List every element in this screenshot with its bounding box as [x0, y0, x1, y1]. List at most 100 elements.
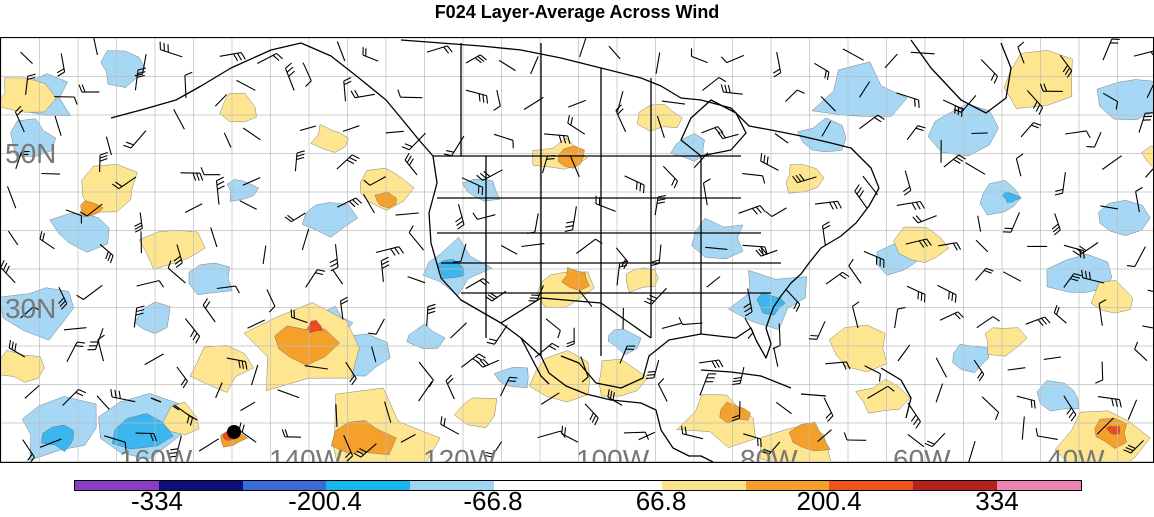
wind-barb	[978, 216, 981, 232]
wind-barb	[381, 257, 389, 282]
wind-barb	[855, 185, 867, 209]
positive-anomaly-area	[1004, 50, 1072, 108]
positive-anomaly-area	[190, 345, 254, 392]
wind-barb	[616, 105, 626, 132]
wind-barb	[815, 201, 841, 209]
wind-barb	[1052, 213, 1060, 235]
wind-barb	[199, 439, 219, 451]
map-panel: 50N 30N 160W 140W 120W 100W 80W 60W 40W	[0, 37, 1154, 463]
wind-barb	[240, 201, 257, 210]
wind-barb	[501, 246, 517, 255]
wind-barb	[201, 167, 220, 174]
wind-barb	[368, 319, 384, 334]
wind-barb	[625, 176, 645, 193]
wind-barb	[944, 155, 966, 167]
wind-barb	[562, 426, 578, 442]
positive-anomaly-area	[599, 359, 648, 396]
wind-barb	[40, 231, 55, 249]
wind-barb	[450, 323, 466, 338]
wind-barb	[860, 115, 885, 129]
wind-barb	[903, 171, 911, 196]
wind-barb	[786, 90, 805, 102]
wind-barb	[844, 432, 866, 440]
negative-anomaly-area	[101, 51, 145, 88]
wind-barb	[843, 49, 864, 60]
wind-barb	[1148, 290, 1153, 302]
wind-barb	[1065, 131, 1090, 138]
colorbar	[74, 480, 1082, 491]
wind-barb	[531, 56, 539, 74]
wind-barb	[679, 317, 702, 324]
wind-barb	[702, 127, 724, 134]
wind-barb	[732, 367, 744, 384]
wind-barb	[721, 84, 742, 94]
wind-barb	[1003, 212, 1020, 232]
wind-barb	[662, 101, 685, 104]
wind-barb	[823, 222, 831, 246]
wind-barb	[897, 202, 925, 210]
wind-barb	[337, 42, 345, 62]
wind-barb	[565, 206, 577, 231]
lon-label-80w: 80W	[740, 444, 798, 463]
wind-barb	[466, 55, 487, 63]
negative-anomaly-area	[1037, 381, 1079, 412]
wind-barb	[940, 312, 964, 320]
wind-barb	[55, 116, 61, 136]
wind-barb	[203, 299, 215, 323]
wind-barb	[408, 277, 425, 283]
wind-barb	[908, 403, 921, 428]
wind-barb	[761, 153, 779, 170]
wind-barb	[93, 38, 101, 55]
wind-barb	[1003, 272, 1021, 282]
negative-anomaly-area	[302, 203, 358, 238]
wind-barb	[1022, 416, 1024, 439]
wind-barb	[25, 385, 40, 398]
colorbar-tick-334: 334	[975, 486, 1018, 517]
wind-barb	[427, 46, 452, 53]
wind-barb	[57, 53, 65, 76]
wind-barb	[185, 72, 192, 98]
lat-label-30n: 30N	[5, 293, 56, 325]
wind-barb	[446, 375, 454, 399]
wind-barb	[376, 247, 404, 256]
wind-barb	[398, 90, 423, 98]
wind-barb	[145, 354, 164, 365]
wind-barb	[1, 260, 15, 282]
lon-label-160w: 160W	[119, 444, 192, 463]
wind-barb	[1135, 342, 1147, 361]
wind-barb	[1102, 156, 1121, 170]
wind-barb	[237, 80, 256, 90]
wind-barb	[981, 60, 997, 84]
wind-barb	[1036, 428, 1058, 439]
wind-barb	[97, 396, 109, 410]
wind-barb	[282, 429, 301, 437]
lat-label-50n: 50N	[5, 138, 56, 170]
wind-barb	[441, 416, 459, 434]
negative-anomaly-area	[407, 324, 446, 349]
wind-barb	[1055, 172, 1066, 195]
storm-marker	[227, 425, 241, 439]
wind-barb	[707, 277, 720, 288]
wind-barb	[699, 360, 723, 368]
wind-barb	[1134, 51, 1153, 59]
wind-barb	[1128, 400, 1136, 420]
wind-barb	[968, 441, 975, 462]
wind-barb	[243, 128, 260, 140]
wind-barb	[402, 133, 426, 150]
positive-anomaly-area	[985, 328, 1027, 357]
wind-barb	[895, 308, 906, 329]
wind-barb	[742, 174, 764, 184]
wind-barb	[775, 134, 788, 144]
wind-barb	[77, 285, 103, 299]
negative-anomaly-area	[50, 214, 109, 253]
wind-barb	[98, 335, 105, 361]
wind-barb	[306, 270, 325, 288]
wind-map-canvas	[1, 38, 1153, 462]
wind-barb	[936, 384, 943, 403]
wind-barb	[487, 325, 508, 344]
positive-anomaly-area	[786, 165, 824, 194]
wind-barb	[330, 244, 338, 271]
wind-barb	[646, 360, 659, 378]
wind-barb	[826, 272, 849, 284]
wind-barb	[739, 206, 766, 215]
